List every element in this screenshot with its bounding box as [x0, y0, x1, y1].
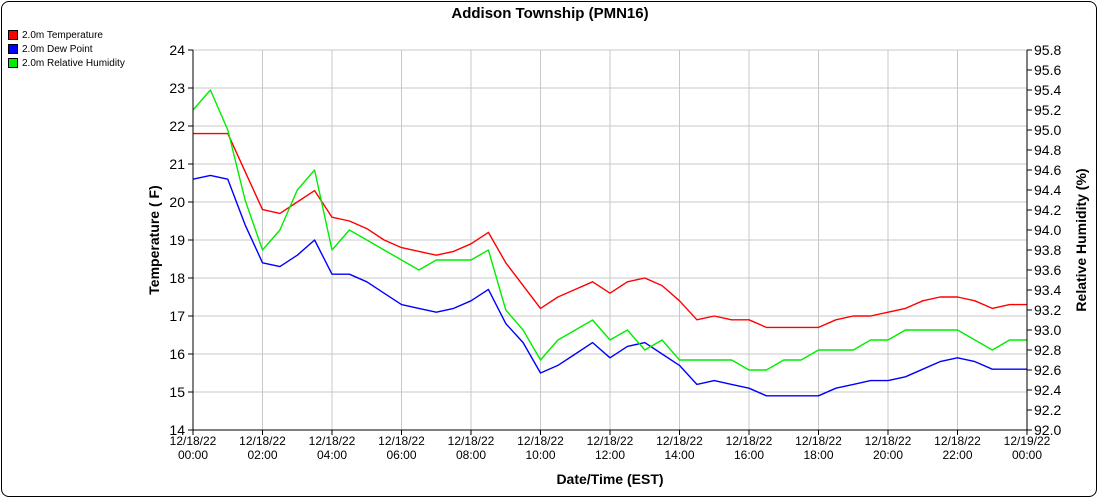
- y2-tick-label: 95.2: [1034, 102, 1061, 118]
- y2-tick-label: 92.0: [1034, 422, 1061, 438]
- x-tick-label-date: 12/18/22: [170, 434, 217, 448]
- y2-tick-label: 92.6: [1034, 362, 1061, 378]
- y-tick-label: 16: [169, 346, 185, 362]
- x-tick-label-date: 12/19/22: [1004, 434, 1051, 448]
- y2-tick-label: 95.0: [1034, 122, 1061, 138]
- x-tick-label-time: 12:00: [595, 448, 625, 462]
- x-tick-label-time: 18:00: [803, 448, 833, 462]
- x-tick-label-date: 12/18/22: [239, 434, 286, 448]
- y2-tick-label: 94.6: [1034, 162, 1061, 178]
- legend-label-relative-humidity: 2.0m Relative Humidity: [22, 57, 125, 69]
- series-line-2-0m-dew-point: [192, 174, 1027, 397]
- y2-tick-label: 92.4: [1034, 382, 1061, 398]
- y-tick-label: 14: [169, 422, 185, 438]
- legend-swatch-dew-point: [8, 44, 18, 54]
- y2-tick-label: 95.4: [1034, 82, 1061, 98]
- y-tick-label: 20: [169, 194, 185, 210]
- x-tick-label-date: 12/18/22: [795, 434, 842, 448]
- x-tick-label-date: 12/18/22: [656, 434, 703, 448]
- grid: [192, 49, 1028, 431]
- x-tick-label-date: 12/18/22: [726, 434, 773, 448]
- y-tick-label: 17: [169, 308, 185, 324]
- x-tick-label-date: 12/18/22: [448, 434, 495, 448]
- y-tick-label: 21: [169, 156, 185, 172]
- x-tick-label-time: 08:00: [456, 448, 486, 462]
- y2-tick-label: 94.2: [1034, 202, 1061, 218]
- x-tick-label-time: 14:00: [664, 448, 694, 462]
- legend-item-temperature: 2.0m Temperature: [8, 28, 125, 42]
- x-tick-label-time: 22:00: [942, 448, 972, 462]
- y-tick-label: 19: [169, 232, 185, 248]
- y2-tick-label: 95.6: [1034, 62, 1061, 78]
- y2-tick-label: 92.8: [1034, 342, 1061, 358]
- y-tick-label: 15: [169, 384, 185, 400]
- y-tick-label: 23: [169, 80, 185, 96]
- y2-tick-label: 93.6: [1034, 262, 1061, 278]
- x-tick-label-date: 12/18/22: [309, 434, 356, 448]
- y-tick-label: 24: [169, 42, 185, 58]
- y2-tick-label: 94.8: [1034, 142, 1061, 158]
- y2-tick-label: 95.8: [1034, 42, 1061, 58]
- x-tick-label-date: 12/18/22: [517, 434, 564, 448]
- legend-swatch-relative-humidity: [8, 58, 18, 68]
- x-tick-label-time: 00:00: [178, 448, 208, 462]
- x-axis-title: Date/Time (EST): [556, 471, 663, 487]
- legend-label-temperature: 2.0m Temperature: [22, 29, 103, 41]
- y2-tick-label: 94.0: [1034, 222, 1061, 238]
- legend: 2.0m Temperature 2.0m Dew Point 2.0m Rel…: [8, 28, 125, 70]
- y2-tick-label: 93.0: [1034, 322, 1061, 338]
- x-tick-label-date: 12/18/22: [865, 434, 912, 448]
- y-tick-label: 22: [169, 118, 185, 134]
- x-tick-label-time: 16:00: [734, 448, 764, 462]
- x-tick-label-time: 20:00: [873, 448, 903, 462]
- legend-label-dew-point: 2.0m Dew Point: [22, 43, 93, 55]
- x-tick-label-time: 06:00: [386, 448, 416, 462]
- x-tick-label-time: 10:00: [525, 448, 555, 462]
- x-tick-label-time: 02:00: [247, 448, 277, 462]
- y2-tick-label: 94.4: [1034, 182, 1061, 198]
- legend-item-relative-humidity: 2.0m Relative Humidity: [8, 56, 125, 70]
- chart-title: Addison Township (PMN16): [451, 5, 649, 22]
- x-tick-label-time: 00:00: [1012, 448, 1042, 462]
- x-tick-label-date: 12/18/22: [378, 434, 425, 448]
- legend-swatch-temperature: [8, 30, 18, 40]
- y-axis-title: Temperature ( F): [146, 185, 162, 294]
- series-lines: [192, 89, 1027, 397]
- y2-tick-label: 93.4: [1034, 282, 1061, 298]
- series-line-2-0m-temperature: [193, 132, 1027, 329]
- y2-axis-title: Relative Humidity (%): [1073, 168, 1089, 311]
- y2-tick-label: 92.2: [1034, 402, 1061, 418]
- x-tick-label-time: 04:00: [317, 448, 347, 462]
- legend-item-dew-point: 2.0m Dew Point: [8, 42, 125, 56]
- y2-tick-label: 93.8: [1034, 242, 1061, 258]
- y-tick-label: 18: [169, 270, 185, 286]
- series-line-2-0m-relative-humidity: [192, 89, 1027, 371]
- x-tick-label-date: 12/18/22: [587, 434, 634, 448]
- x-tick-label-date: 12/18/22: [934, 434, 981, 448]
- y2-tick-label: 93.2: [1034, 302, 1061, 318]
- axes: 12/18/2200:0012/18/2202:0012/18/2204:001…: [169, 42, 1061, 462]
